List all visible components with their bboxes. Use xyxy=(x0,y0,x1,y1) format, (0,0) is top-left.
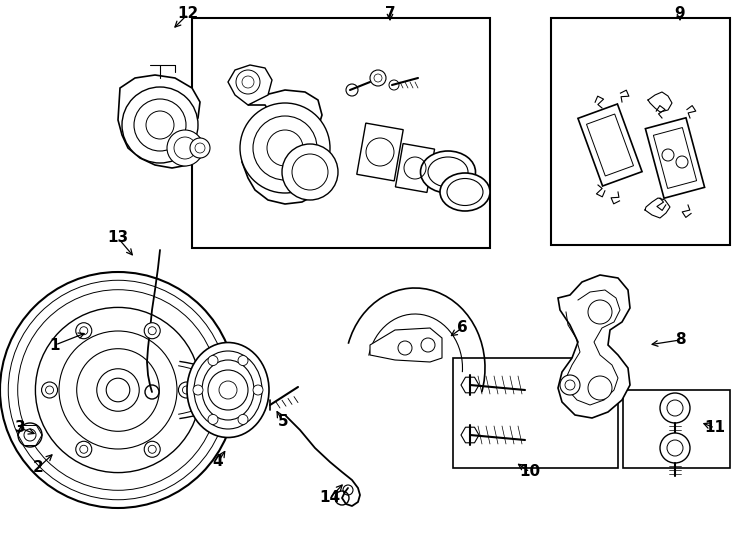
Circle shape xyxy=(35,307,200,472)
Polygon shape xyxy=(118,75,205,168)
Text: 10: 10 xyxy=(520,464,540,480)
Circle shape xyxy=(18,423,42,447)
Text: 6: 6 xyxy=(457,321,468,335)
Circle shape xyxy=(76,323,92,339)
Text: 2: 2 xyxy=(32,461,43,476)
Text: 1: 1 xyxy=(50,338,60,353)
Text: 11: 11 xyxy=(705,421,725,435)
Bar xyxy=(453,358,618,468)
Circle shape xyxy=(660,433,690,463)
Circle shape xyxy=(178,382,195,398)
Circle shape xyxy=(190,138,210,158)
Circle shape xyxy=(76,349,159,431)
Circle shape xyxy=(42,382,57,398)
Bar xyxy=(551,18,730,245)
Circle shape xyxy=(370,70,386,86)
Text: 7: 7 xyxy=(385,6,396,22)
Text: 4: 4 xyxy=(213,455,223,469)
Circle shape xyxy=(236,70,260,94)
Text: 14: 14 xyxy=(319,490,341,505)
Circle shape xyxy=(238,414,248,424)
Circle shape xyxy=(208,414,218,424)
Circle shape xyxy=(193,385,203,395)
Polygon shape xyxy=(242,90,322,204)
Circle shape xyxy=(208,370,248,410)
Circle shape xyxy=(0,272,236,508)
Circle shape xyxy=(144,323,160,339)
Circle shape xyxy=(167,130,203,166)
Circle shape xyxy=(560,375,580,395)
Bar xyxy=(192,18,490,248)
Circle shape xyxy=(208,355,218,366)
Polygon shape xyxy=(228,65,272,105)
Circle shape xyxy=(144,441,160,457)
Text: 13: 13 xyxy=(107,231,128,246)
Circle shape xyxy=(76,441,92,457)
Circle shape xyxy=(660,393,690,423)
Polygon shape xyxy=(370,328,442,362)
Text: 8: 8 xyxy=(675,333,686,348)
Polygon shape xyxy=(558,275,630,418)
Circle shape xyxy=(240,103,330,193)
Ellipse shape xyxy=(421,151,476,193)
Circle shape xyxy=(238,355,248,366)
Circle shape xyxy=(122,87,198,163)
Circle shape xyxy=(282,144,338,200)
Circle shape xyxy=(588,300,612,324)
Polygon shape xyxy=(357,123,403,181)
Text: 5: 5 xyxy=(277,415,288,429)
Polygon shape xyxy=(578,104,642,186)
Polygon shape xyxy=(645,118,705,198)
Text: 3: 3 xyxy=(15,421,25,435)
Text: 12: 12 xyxy=(178,6,199,22)
Ellipse shape xyxy=(187,342,269,437)
Circle shape xyxy=(588,376,612,400)
Bar xyxy=(623,390,730,468)
Polygon shape xyxy=(396,144,435,192)
Ellipse shape xyxy=(440,173,490,211)
Text: 9: 9 xyxy=(675,6,686,22)
Circle shape xyxy=(253,385,263,395)
